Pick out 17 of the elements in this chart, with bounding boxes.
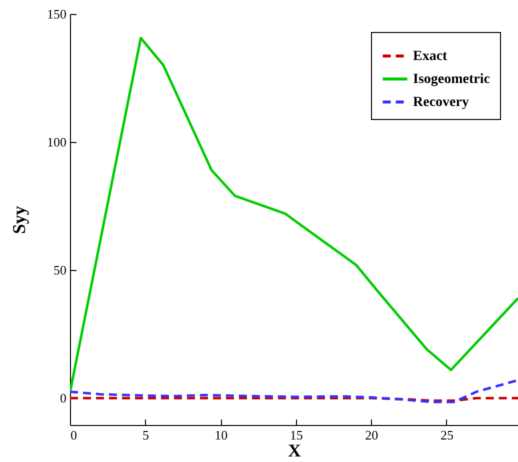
x-axis-title: X xyxy=(288,440,301,460)
x-tick-label: 5 xyxy=(142,428,150,442)
legend-label: Exact xyxy=(413,49,448,64)
legend-label: Recovery xyxy=(413,95,469,110)
y-tick-label: 0 xyxy=(60,390,66,406)
x-tick-label: 0 xyxy=(70,428,77,442)
x-tick-label: 15 xyxy=(290,428,303,442)
y-axis-title: Syy xyxy=(9,206,29,234)
x-tick-label: 20 xyxy=(365,428,378,442)
line-series xyxy=(70,378,518,404)
x-tick-label: 10 xyxy=(214,428,228,442)
legend-label: Isogeometric xyxy=(413,72,490,87)
x-tick-label: 25 xyxy=(440,428,454,442)
y-tick-label: 50 xyxy=(54,262,66,278)
line-series xyxy=(70,36,518,394)
y-tick-label: 150 xyxy=(47,6,66,22)
y-tick-label: 100 xyxy=(47,134,66,150)
